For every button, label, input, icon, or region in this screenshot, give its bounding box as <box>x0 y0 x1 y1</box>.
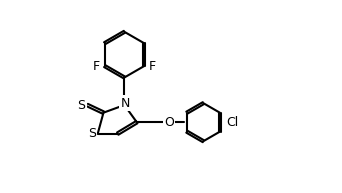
Text: F: F <box>149 60 156 73</box>
Text: S: S <box>88 127 96 140</box>
Text: F: F <box>93 60 100 73</box>
Text: O: O <box>164 116 174 129</box>
Text: Cl: Cl <box>226 116 238 129</box>
Text: S: S <box>77 99 86 112</box>
Text: N: N <box>121 97 130 110</box>
